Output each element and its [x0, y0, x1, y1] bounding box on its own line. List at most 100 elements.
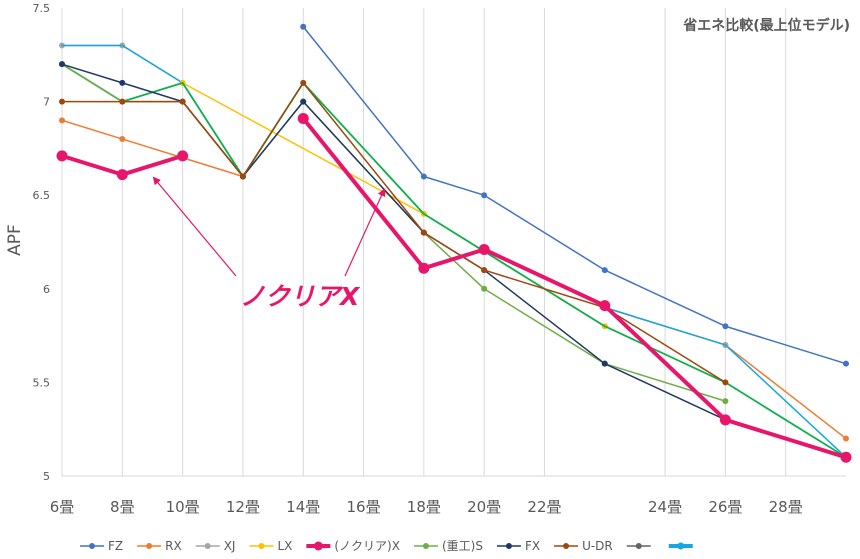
- series-line: [61, 119, 244, 178]
- x-tick-label: 6畳: [50, 498, 75, 516]
- legend-item: U-DR: [554, 539, 613, 553]
- data-point: [59, 117, 65, 124]
- y-tick-label: 6: [43, 283, 50, 296]
- x-tick-label: 16畳: [346, 498, 380, 516]
- legend-swatch-marker: [313, 541, 323, 551]
- y-tick-label: 7.5: [33, 2, 51, 15]
- series-line: [61, 44, 244, 178]
- legend-label: FX: [525, 539, 540, 553]
- data-point: [478, 243, 490, 255]
- x-tick-label: 20畳: [467, 498, 501, 516]
- legend-swatch-marker: [258, 543, 265, 549]
- legend-item: (重工)S: [413, 539, 483, 553]
- x-tick-label: 18畳: [407, 498, 441, 516]
- annotation-arrow-right: [344, 188, 386, 277]
- legend-swatch-marker: [146, 543, 153, 549]
- x-tick-label: 10畳: [166, 498, 200, 516]
- legend-label: (ノクリア)X: [334, 539, 400, 553]
- data-point: [420, 173, 427, 180]
- data-point: [119, 79, 126, 86]
- data-point: [481, 267, 488, 274]
- series-5: [61, 44, 244, 178]
- y-tick-label: 5.5: [33, 376, 51, 389]
- data-point: [119, 98, 126, 105]
- data-point: [599, 300, 611, 312]
- data-point: [56, 150, 68, 162]
- x-tick-label: 14畳: [286, 498, 320, 516]
- legend-swatch-marker: [89, 543, 95, 549]
- x-tick-label: 28畳: [769, 498, 803, 516]
- data-point: [300, 23, 307, 30]
- data-point: [843, 360, 849, 367]
- series-6: [604, 306, 847, 459]
- data-point: [177, 150, 189, 162]
- legend-item: [668, 542, 693, 550]
- data-point: [239, 173, 246, 180]
- x-tick-label: 26畳: [708, 498, 742, 516]
- data-point: [722, 323, 729, 330]
- series-12: [56, 150, 189, 181]
- data-point: [722, 379, 729, 386]
- y-tick-label: 6.5: [33, 189, 51, 202]
- data-point: [418, 262, 430, 274]
- series-line: [301, 116, 848, 460]
- grid: [61, 8, 787, 476]
- series-0: [300, 23, 849, 367]
- annotation-arrow-left: [152, 176, 237, 277]
- data-point: [481, 285, 488, 292]
- data-point: [179, 98, 186, 105]
- legend-label: RX: [165, 539, 182, 553]
- axes: 5 5.5 6 6.5 7 7.5 6畳 8畳 10畳 12畳 14畳 16畳 18畳 20畳 22畳 24畳…: [33, 2, 846, 516]
- chart-title: 省エネ比較(最上位モデル): [682, 17, 850, 34]
- legend-item: XJ: [195, 539, 236, 553]
- data-point: [119, 136, 126, 143]
- data-point: [719, 414, 731, 426]
- legend-swatch-marker: [563, 543, 570, 549]
- legend-swatch-marker: [204, 543, 211, 549]
- y-tick-label: 7: [43, 96, 50, 109]
- data-point: [116, 169, 128, 181]
- series-13: [297, 112, 852, 463]
- data-point: [300, 98, 307, 105]
- annotation-label: ノクリアX: [240, 282, 361, 311]
- legend-swatch-marker: [422, 543, 429, 549]
- legend-label: LX: [277, 539, 292, 553]
- data-point: [420, 229, 427, 236]
- data-point: [59, 98, 65, 105]
- series-line: [61, 63, 727, 421]
- legend-swatch-marker: [505, 543, 512, 549]
- legend-label: U-DR: [582, 539, 613, 553]
- data-point: [300, 79, 307, 86]
- x-tick-label: 22畳: [527, 498, 561, 516]
- data-point: [297, 112, 309, 124]
- series-10: [59, 61, 729, 423]
- data-point: [601, 360, 608, 367]
- series-line: [604, 306, 847, 459]
- x-tick-label: 12畳: [226, 498, 260, 516]
- legend-item: LX: [249, 539, 292, 553]
- series-line: [302, 25, 847, 365]
- series-1: [59, 117, 246, 180]
- legend-swatch-marker: [635, 543, 642, 549]
- legend-label: XJ: [224, 539, 236, 553]
- legend-item: [626, 543, 651, 549]
- data-point: [840, 451, 852, 463]
- data-point: [601, 267, 608, 274]
- legend-label: FZ: [108, 539, 123, 553]
- legend: FZ RX XJ LX (ノクリア)X (重工)S FX U-DR: [80, 539, 693, 553]
- x-tick-label: 24畳: [648, 498, 682, 516]
- series-layer: [56, 23, 852, 463]
- legend-item: RX: [137, 539, 182, 553]
- annotation-layer: ノクリアX: [152, 176, 386, 311]
- legend-item: FZ: [80, 539, 123, 553]
- legend-item: FX: [496, 539, 540, 553]
- data-point: [722, 398, 729, 405]
- x-tick-label: 8畳: [110, 498, 135, 516]
- data-point: [481, 192, 488, 199]
- legend-label: (重工)S: [442, 539, 483, 553]
- y-tick-label: 5: [43, 470, 50, 483]
- legend-swatch-marker: [677, 542, 685, 550]
- y-axis-label: APF: [5, 224, 25, 256]
- data-point: [843, 435, 849, 442]
